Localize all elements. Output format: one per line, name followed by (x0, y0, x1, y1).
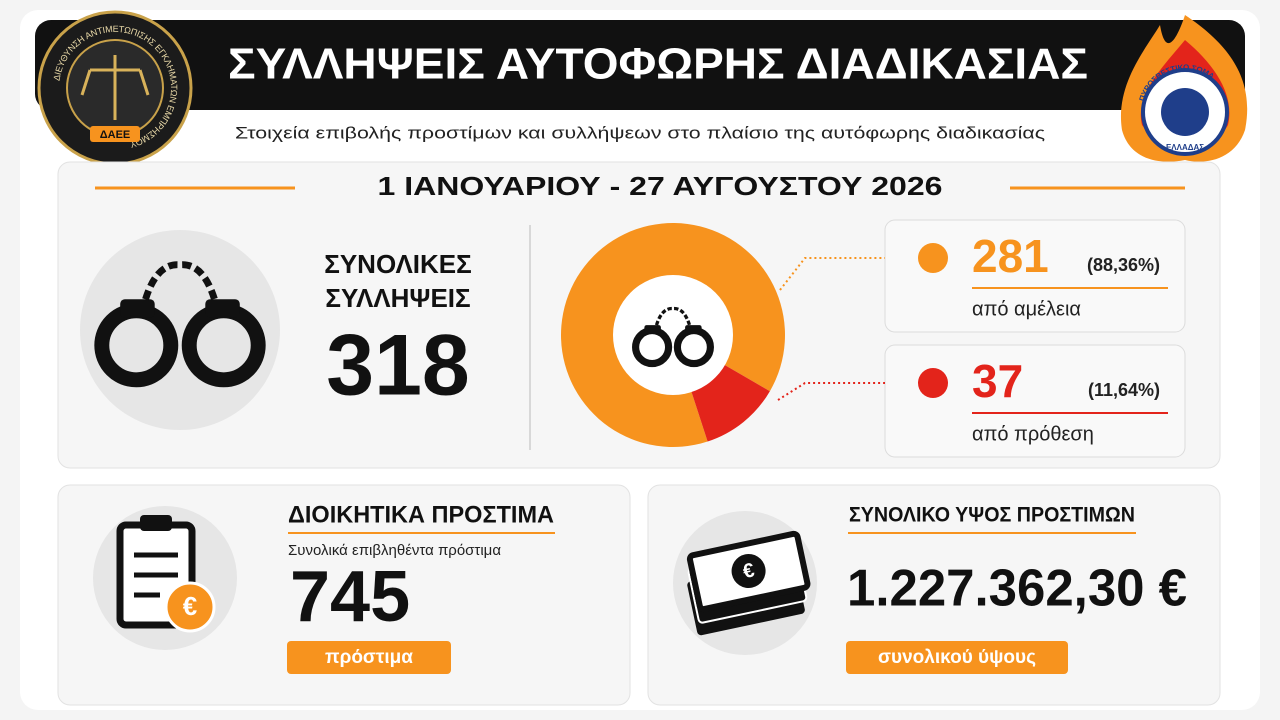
left-logo: ΔΙΕΥΘΥΝΣΗ ΑΝΤΙΜΕΤΩΠΙΣΗΣ ΕΓΚΛΗΜΑΤΩΝ ΕΜΠΡΗ… (37, 10, 193, 166)
title: ΣΥΛΛΗΨΕΙΣ ΑΥΤΟΦΩΡΗΣ ΔΙΑΔΙΚΑΣΙΑΣ (228, 40, 1088, 89)
clipboard-icon: € (116, 515, 216, 633)
section-title: ΣΥΝΟΛΙΚΟ ΥΨΟΣ ΠΡΟΣΤΙΜΩΝ (849, 504, 1135, 527)
fines-count: 745 (290, 557, 410, 637)
badge (846, 641, 1068, 674)
donut-hole (613, 275, 733, 395)
logo-badge: ΔΑΕΕ (100, 129, 131, 141)
connector (779, 257, 885, 291)
money-icon: € (686, 530, 811, 636)
logo-bottom-text: ΕΛΛΑΔΑΣ (1166, 143, 1204, 152)
legend-value: 37 (972, 355, 1023, 407)
legend-label: από πρόθεση (972, 423, 1094, 445)
label: ΣΥΝΟΛΙΚΕΣ (324, 249, 472, 279)
legend-label: από αμέλεια (972, 298, 1081, 320)
badge-text: συνολικού ύψους (878, 647, 1036, 668)
header-bar (35, 20, 1245, 110)
right-logo: ΠΥΡΟΣΒΕΣΤΙΚΟ ΣΩΜΑ ΕΛΛΑΔΑΣ (1120, 15, 1248, 162)
total-arrests: 318 (326, 318, 470, 414)
legend-dot (918, 368, 948, 398)
connector (777, 382, 885, 401)
legend-card (884, 344, 1186, 458)
legend-dot (918, 243, 948, 273)
badge-text: πρόστιμα (325, 647, 413, 668)
donut-segment (690, 364, 770, 442)
legend-percent: (88,36%) (1087, 255, 1160, 275)
section-subtitle: Συνολικά επιβληθέντα πρόστιμα (288, 542, 501, 559)
section-title: ΔΙΟΙΚΗΤΙΚΑ ΠΡΟΣΤΙΜΑ (288, 501, 554, 528)
subtitle: Στοιχεία επιβολής προστίμων και συλλήψεω… (235, 123, 1045, 142)
donut-segment (561, 223, 785, 448)
total-amount: 1.227.362,30 € (847, 560, 1187, 618)
period: 1 ΙΑΝΟΥΑΡΙΟΥ - 27 ΑΥΓΟΥΣΤΟΥ 2026 (378, 171, 943, 201)
legend-card (884, 219, 1186, 333)
svg-text:€: € (183, 591, 197, 621)
badge (287, 641, 451, 674)
legend: 281 (88,36%) από αμέλεια 37 (11,64%) από πρόθ… (777, 219, 1186, 458)
legend-value: 281 (972, 230, 1049, 282)
label: ΣΥΛΛΗΨΕΙΣ (325, 283, 470, 313)
svg-text:€: € (741, 559, 756, 583)
legend-percent: (11,64%) (1088, 380, 1160, 400)
donut (561, 223, 785, 448)
